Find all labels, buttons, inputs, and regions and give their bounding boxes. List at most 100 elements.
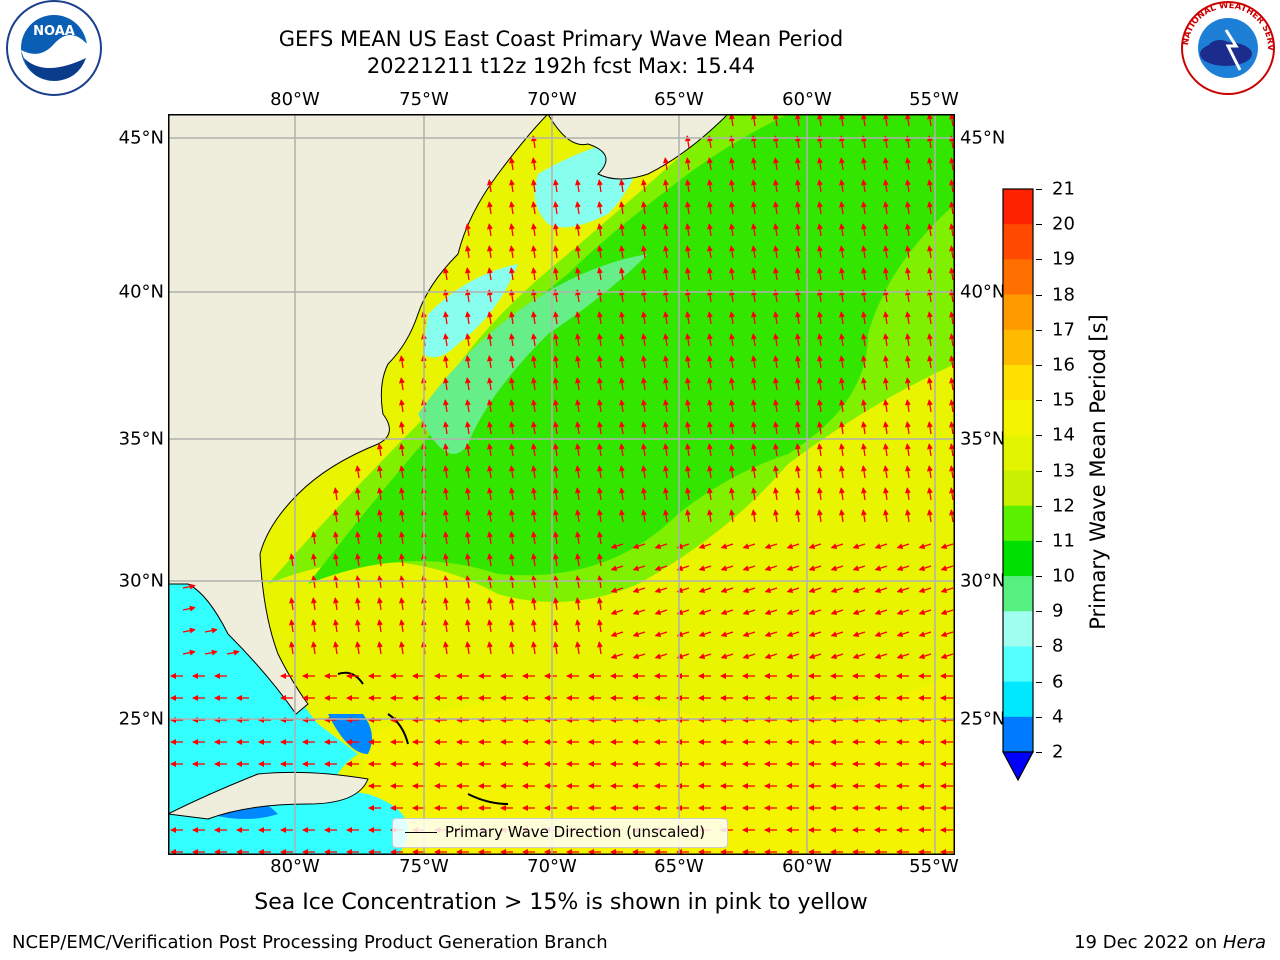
wave-direction-arrow [794, 245, 801, 259]
wave-direction-arrow [786, 587, 800, 594]
wave-direction-arrow [610, 609, 624, 616]
wave-direction-arrow [310, 641, 317, 655]
wave-direction-arrow [750, 201, 757, 215]
wave-direction-arrow [940, 631, 954, 638]
wave-direction-arrow [552, 267, 559, 281]
wave-direction-arrow [940, 653, 954, 660]
wave-direction-arrow [794, 355, 801, 369]
wave-direction-arrow [838, 443, 845, 457]
wave-direction-arrow [354, 641, 361, 655]
wave-direction-arrow [926, 487, 933, 501]
wave-direction-arrow [552, 465, 559, 479]
lat-label-left-35n: 35°N [118, 428, 164, 450]
wave-direction-arrow [442, 575, 449, 589]
colorbar-tick-label: 11 [1052, 530, 1075, 552]
wave-direction-arrow [486, 223, 493, 237]
wave-direction-arrow [852, 587, 866, 594]
wave-direction-arrow [728, 201, 735, 215]
wave-direction-arrow [860, 355, 867, 369]
wave-direction-arrow [182, 627, 196, 634]
wave-direction-arrow [486, 421, 493, 435]
wave-direction-arrow [508, 443, 515, 457]
wave-direction-arrow [486, 179, 493, 193]
wave-direction-arrow [706, 509, 713, 523]
wave-direction-arrow [816, 179, 823, 193]
wave-direction-arrow [442, 267, 449, 281]
wave-direction-arrow [530, 157, 537, 171]
wave-direction-arrow [918, 609, 932, 616]
wave-direction-arrow [464, 421, 471, 435]
footer-date-text: 19 Dec 2022 on [1074, 932, 1223, 953]
wave-direction-arrow [882, 245, 889, 259]
wave-direction-arrow [376, 531, 383, 545]
wave-direction-arrow [750, 487, 757, 501]
wave-direction-arrow [698, 653, 712, 660]
wave-direction-arrow [464, 465, 471, 479]
wave-direction-arrow [486, 575, 493, 589]
wave-direction-arrow [772, 421, 779, 435]
wave-direction-arrow [830, 653, 844, 660]
wave-direction-arrow [750, 245, 757, 259]
wave-direction-arrow [720, 543, 734, 550]
wave-direction-arrow [772, 267, 779, 281]
wave-direction-arrow [706, 267, 713, 281]
wave-direction-arrow [764, 565, 778, 572]
colorbar-tick-label: 17 [1052, 319, 1075, 341]
wave-direction-arrow [486, 355, 493, 369]
wave-direction-arrow [720, 565, 734, 572]
lon-label-bottom-75w: 75°W [399, 856, 449, 877]
wave-direction-arrow [486, 465, 493, 479]
wave-direction-arrow [610, 653, 624, 660]
wave-direction-arrow [574, 311, 581, 325]
wave-direction-arrow [464, 443, 471, 457]
wave-direction-arrow [816, 245, 823, 259]
wave-direction-arrow [896, 543, 910, 550]
wave-direction-arrow [596, 377, 603, 391]
wave-direction-arrow [874, 543, 888, 550]
wave-direction-arrow [860, 421, 867, 435]
wave-direction-arrow [904, 157, 911, 171]
wave-direction-arrow [332, 531, 339, 545]
wave-direction-arrow [926, 201, 933, 215]
wave-direction-arrow [610, 543, 624, 550]
wave-direction-arrow [574, 355, 581, 369]
wave-direction-arrow [442, 377, 449, 391]
wave-direction-arrow [684, 245, 691, 259]
wave-direction-arrow [552, 377, 559, 391]
wave-direction-arrow [618, 443, 625, 457]
wave-direction-arrow [794, 201, 801, 215]
wave-direction-arrow [632, 587, 646, 594]
wave-direction-arrow [574, 531, 581, 545]
wave-direction-arrow [838, 114, 845, 127]
lat-label-left-30n: 30°N [118, 570, 164, 592]
wave-direction-arrow [684, 179, 691, 193]
wave-direction-arrow [574, 377, 581, 391]
wave-direction-arrow [772, 311, 779, 325]
wave-direction-arrow [464, 245, 471, 259]
colorbar-tick-label: 2 [1052, 741, 1064, 763]
wave-direction-arrow [552, 245, 559, 259]
wave-direction-arrow [750, 355, 757, 369]
wave-direction-arrow [794, 465, 801, 479]
wave-direction-arrow [654, 587, 668, 594]
wave-direction-arrow [332, 597, 339, 611]
wave-direction-arrow [948, 223, 955, 237]
colorbar-tick-label: 15 [1052, 389, 1075, 411]
wave-direction-arrow [662, 465, 669, 479]
wave-direction-arrow [852, 631, 866, 638]
wave-direction-arrow [618, 311, 625, 325]
wave-direction-arrow [698, 565, 712, 572]
wave-direction-arrow [926, 311, 933, 325]
wave-direction-arrow [852, 543, 866, 550]
wave-direction-arrow [896, 565, 910, 572]
wave-direction-arrow [816, 201, 823, 215]
wave-direction-arrow [772, 509, 779, 523]
wave-direction-arrow [698, 631, 712, 638]
wave-direction-arrow [530, 333, 537, 347]
wave-direction-arrow [464, 333, 471, 347]
wave-direction-arrow [706, 355, 713, 369]
wave-direction-arrow [926, 421, 933, 435]
wave-direction-arrow [508, 421, 515, 435]
wave-direction-arrow [376, 641, 383, 655]
wave-direction-arrow [838, 487, 845, 501]
